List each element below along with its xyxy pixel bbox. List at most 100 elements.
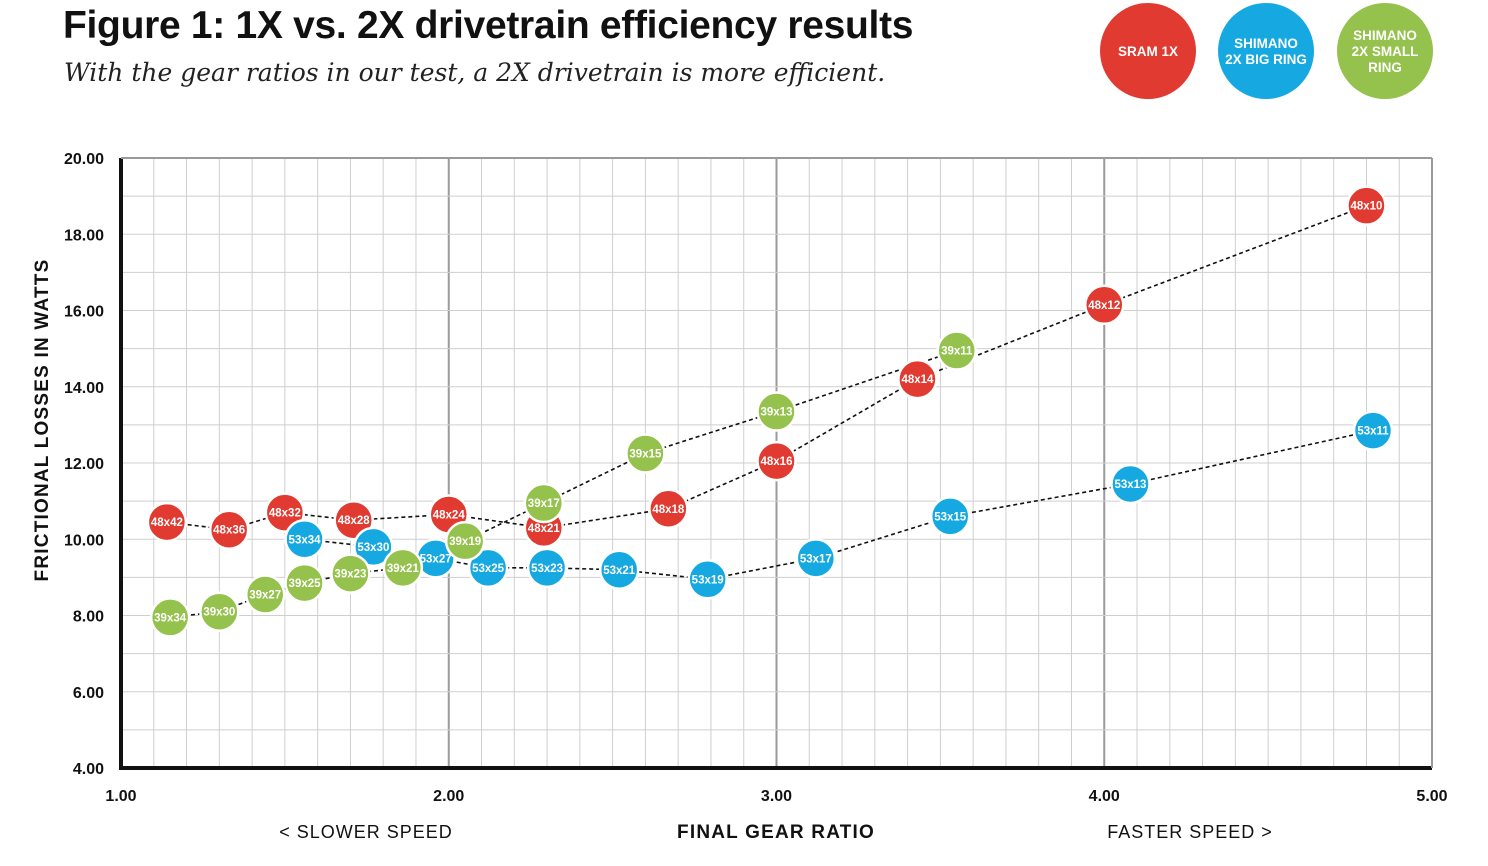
y-tick-label: 16.00: [64, 304, 104, 321]
data-point: 39x19: [444, 520, 486, 562]
axes: 1.00 2.00 3.00 4.00 5.00 4.00 6.00 8.00 10.00 12.…: [64, 151, 1448, 805]
point-marker: [467, 547, 509, 589]
point-label: 39x34: [154, 612, 187, 624]
point-label: 53x30: [357, 542, 389, 554]
data-point: 48x12: [1084, 284, 1125, 326]
point-marker: [1084, 284, 1125, 326]
point-label: 39x25: [289, 578, 322, 590]
point-marker: [199, 591, 240, 632]
point-marker: [444, 520, 486, 562]
data-point: 53x17: [795, 538, 837, 579]
point-marker: [756, 391, 797, 432]
point-marker: [598, 549, 640, 590]
series-line: [166, 204, 1367, 531]
point-label: 48x32: [269, 508, 301, 520]
x-tick-label: 3.00: [761, 788, 792, 805]
data-point: 39x27: [244, 574, 286, 615]
data-point: 53x34: [284, 519, 325, 560]
point-marker: [1346, 185, 1387, 226]
point-label: 53x17: [800, 553, 832, 565]
data-point: 53x19: [687, 559, 728, 600]
point-label: 39x21: [387, 563, 420, 575]
point-marker: [625, 433, 666, 474]
data-point: 39x23: [330, 553, 371, 594]
point-label: 48x28: [338, 515, 371, 527]
point-label: 48x24: [433, 509, 466, 521]
y-tick-label: 20.00: [64, 151, 104, 168]
point-marker: [244, 574, 286, 615]
point-label: 53x27: [420, 553, 452, 565]
x-tick-label: 4.00: [1089, 788, 1120, 805]
point-marker: [1110, 463, 1151, 505]
point-label: 48x16: [761, 456, 793, 468]
point-label: 48x42: [151, 517, 183, 529]
point-marker: [353, 526, 394, 568]
y-tick-label: 12.00: [64, 456, 104, 473]
data-point: 39x11: [936, 330, 978, 371]
y-axis-title: FRICTIONAL LOSSES IN WATTS: [32, 259, 53, 582]
point-label: 48x10: [1350, 201, 1382, 213]
data-point: 39x17: [523, 482, 565, 524]
x-tick-label: 2.00: [433, 788, 464, 805]
legend-label: 2X BIG RING: [1225, 52, 1307, 67]
point-marker: [208, 509, 250, 550]
point-marker: [330, 553, 371, 594]
point-label: 53x15: [934, 511, 967, 523]
data-point: 53x23: [526, 547, 568, 589]
faster-speed-note: FASTER SPEED >: [1107, 822, 1273, 842]
data-point: 48x10: [1346, 185, 1387, 226]
point-label: 39x27: [249, 590, 281, 602]
legend-label: SRAM 1X: [1118, 44, 1178, 59]
point-label: 48x18: [652, 504, 685, 516]
point-label: 48x36: [213, 525, 245, 537]
legend-label: SHIMANO: [1234, 36, 1298, 51]
chart-subtitle: With the gear ratios in our test, a 2X d…: [64, 58, 886, 87]
point-label: 39x11: [941, 346, 973, 358]
y-tick-label: 14.00: [64, 380, 104, 397]
data-point: 48x42: [146, 501, 188, 543]
point-marker: [382, 547, 424, 589]
point-marker: [936, 330, 978, 371]
legend-swatch: [1337, 3, 1433, 99]
point-marker: [795, 538, 837, 579]
point-label: 53x25: [472, 563, 505, 575]
point-marker: [284, 562, 325, 604]
data-point: 53x15: [929, 496, 971, 537]
data-point: 39x25: [284, 562, 325, 604]
legend-swatch: [1100, 3, 1196, 99]
point-label: 39x30: [203, 607, 235, 619]
data-point: 53x21: [598, 549, 640, 590]
x-axis-title: FINAL GEAR RATIO: [677, 822, 875, 843]
point-marker: [146, 501, 188, 543]
x-tick-label: 1.00: [105, 788, 136, 805]
x-tick-label: 5.00: [1416, 788, 1447, 805]
point-label: 48x14: [901, 374, 934, 386]
point-marker: [648, 488, 689, 529]
point-label: 53x13: [1114, 479, 1146, 491]
legend-label: RING: [1368, 60, 1402, 75]
data-point: 39x21: [382, 547, 424, 589]
data-point: 39x30: [199, 591, 240, 632]
point-marker: [149, 597, 191, 638]
legend-label: SHIMANO: [1353, 28, 1417, 43]
data-points: 48x42 48x36 48x32 48x28 48x24 48x21 48x18 48x16…: [146, 185, 1394, 638]
data-point: 48x14: [897, 358, 938, 400]
chart-title: Figure 1: 1X vs. 2X drivetrain efficienc…: [63, 4, 914, 47]
point-label: 48x21: [528, 523, 561, 535]
point-label: 39x15: [629, 448, 662, 460]
point-label: 53x34: [289, 534, 322, 546]
data-point: 53x27: [415, 538, 456, 579]
point-label: 39x23: [334, 569, 366, 581]
y-tick-label: 18.00: [64, 227, 104, 244]
point-label: 39x13: [761, 407, 793, 419]
point-marker: [523, 482, 565, 524]
data-point: 48x16: [756, 440, 797, 482]
point-label: 39x17: [528, 498, 560, 510]
y-tick-label: 6.00: [73, 685, 104, 702]
y-tick-label: 10.00: [64, 532, 104, 549]
legend-label: 2X SMALL: [1352, 44, 1419, 59]
